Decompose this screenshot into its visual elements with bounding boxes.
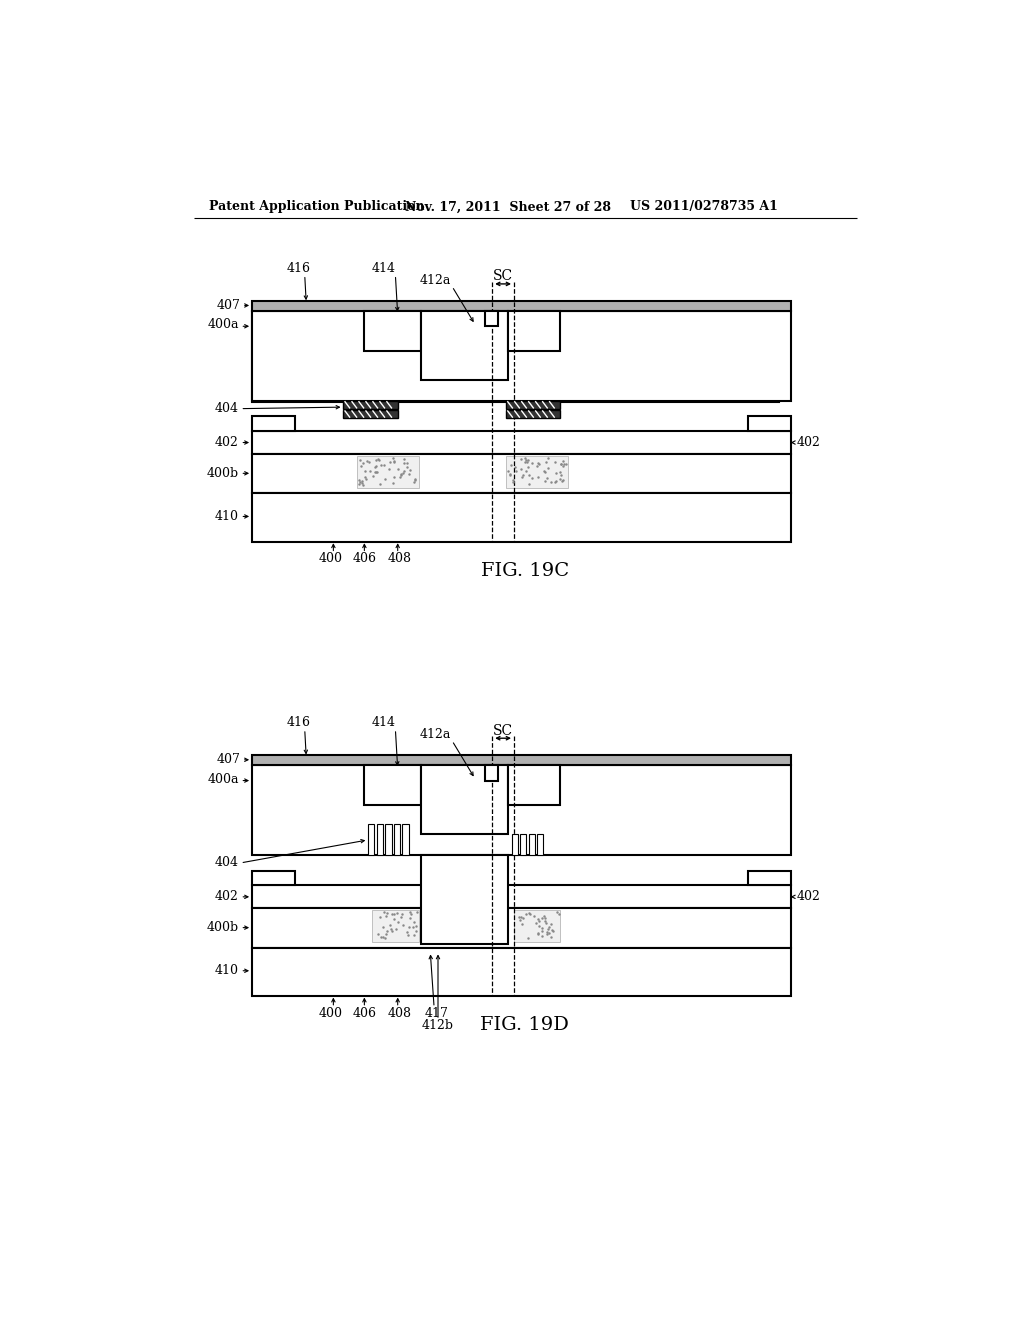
Text: 406: 406	[352, 552, 377, 565]
Bar	[252, 312, 779, 401]
Text: 407: 407	[216, 298, 241, 312]
Text: 416: 416	[287, 261, 310, 275]
Text: 400a: 400a	[207, 318, 239, 331]
Text: Patent Application Publication: Patent Application Publication	[209, 201, 425, 214]
Text: 400: 400	[319, 552, 343, 565]
Text: 417: 417	[425, 1007, 449, 1019]
Text: 410: 410	[215, 510, 239, 523]
Text: Nov. 17, 2011  Sheet 27 of 28: Nov. 17, 2011 Sheet 27 of 28	[406, 201, 611, 214]
Bar	[372, 909, 419, 942]
Text: 412a: 412a	[420, 273, 452, 286]
Bar	[484, 312, 499, 326]
Text: 408: 408	[387, 552, 412, 565]
Text: 402: 402	[215, 436, 239, 449]
Text: 404: 404	[215, 857, 239, 870]
Text: 402: 402	[215, 890, 239, 903]
Bar	[252, 908, 791, 948]
Bar	[528, 834, 535, 855]
Text: 412b: 412b	[422, 1019, 454, 1032]
Bar	[252, 416, 295, 430]
Text: SC: SC	[493, 269, 513, 284]
Text: 400b: 400b	[207, 467, 239, 480]
Text: 414: 414	[372, 261, 395, 275]
Text: 400a: 400a	[207, 772, 239, 785]
Bar	[506, 455, 568, 488]
Text: 416: 416	[287, 717, 310, 730]
Bar	[377, 825, 383, 855]
Text: 404: 404	[215, 403, 239, 416]
Bar	[365, 312, 421, 351]
Text: 408: 408	[387, 1007, 412, 1019]
Bar	[421, 855, 508, 944]
Bar	[748, 871, 791, 886]
Bar	[252, 886, 791, 908]
Bar	[252, 755, 791, 766]
Bar	[252, 454, 791, 494]
Text: FIG. 19D: FIG. 19D	[480, 1016, 569, 1035]
Bar	[394, 825, 400, 855]
Bar	[365, 766, 421, 805]
Text: US 2011/0278735 A1: US 2011/0278735 A1	[630, 201, 778, 214]
Bar	[252, 948, 791, 997]
Bar	[484, 766, 499, 780]
Bar	[538, 834, 544, 855]
Bar	[506, 401, 560, 409]
Text: 406: 406	[352, 1007, 377, 1019]
Bar	[252, 766, 791, 855]
Text: 410: 410	[215, 964, 239, 977]
Text: 400: 400	[319, 1007, 343, 1019]
Text: 412a: 412a	[420, 727, 452, 741]
Bar	[343, 411, 397, 418]
Bar	[252, 871, 295, 886]
Bar	[512, 834, 518, 855]
Bar	[252, 312, 791, 401]
Bar	[421, 312, 508, 380]
Bar	[402, 825, 409, 855]
Text: 400b: 400b	[207, 921, 239, 935]
Bar	[520, 834, 526, 855]
Text: 414: 414	[372, 717, 395, 730]
Bar	[508, 766, 560, 805]
Bar	[252, 494, 791, 543]
Text: FIG. 19C: FIG. 19C	[480, 562, 569, 579]
Bar	[506, 411, 560, 418]
Text: SC: SC	[493, 723, 513, 738]
Bar	[385, 825, 391, 855]
Bar	[356, 455, 419, 488]
Text: 407: 407	[216, 754, 241, 767]
Bar	[343, 401, 397, 409]
Bar	[748, 416, 791, 430]
Text: 402: 402	[797, 890, 820, 903]
Bar	[369, 825, 375, 855]
Bar	[252, 432, 791, 454]
Bar	[421, 766, 508, 834]
Bar	[508, 312, 560, 351]
Bar	[514, 909, 560, 942]
Text: 402: 402	[797, 436, 820, 449]
Bar	[252, 301, 791, 312]
